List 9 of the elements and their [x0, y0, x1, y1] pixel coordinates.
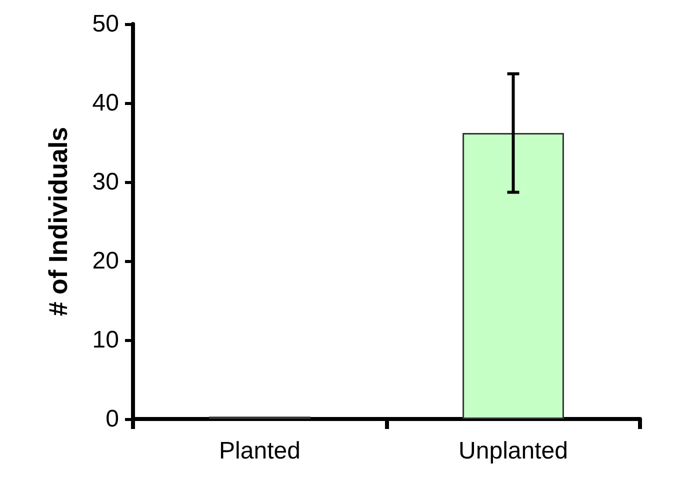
y-tick-label: 10	[92, 326, 119, 354]
y-tick-label: 20	[92, 248, 119, 274]
y-tick-label: 40	[92, 90, 119, 116]
y-tick-label: 0	[106, 406, 119, 432]
x-tick-label: Unplanted	[458, 438, 568, 464]
y-axis-title: # of Individuals	[43, 126, 73, 316]
y-tick-label: 50	[92, 10, 119, 38]
x-tick-label: Planted	[219, 438, 300, 464]
y-tick-label: 30	[92, 168, 119, 196]
